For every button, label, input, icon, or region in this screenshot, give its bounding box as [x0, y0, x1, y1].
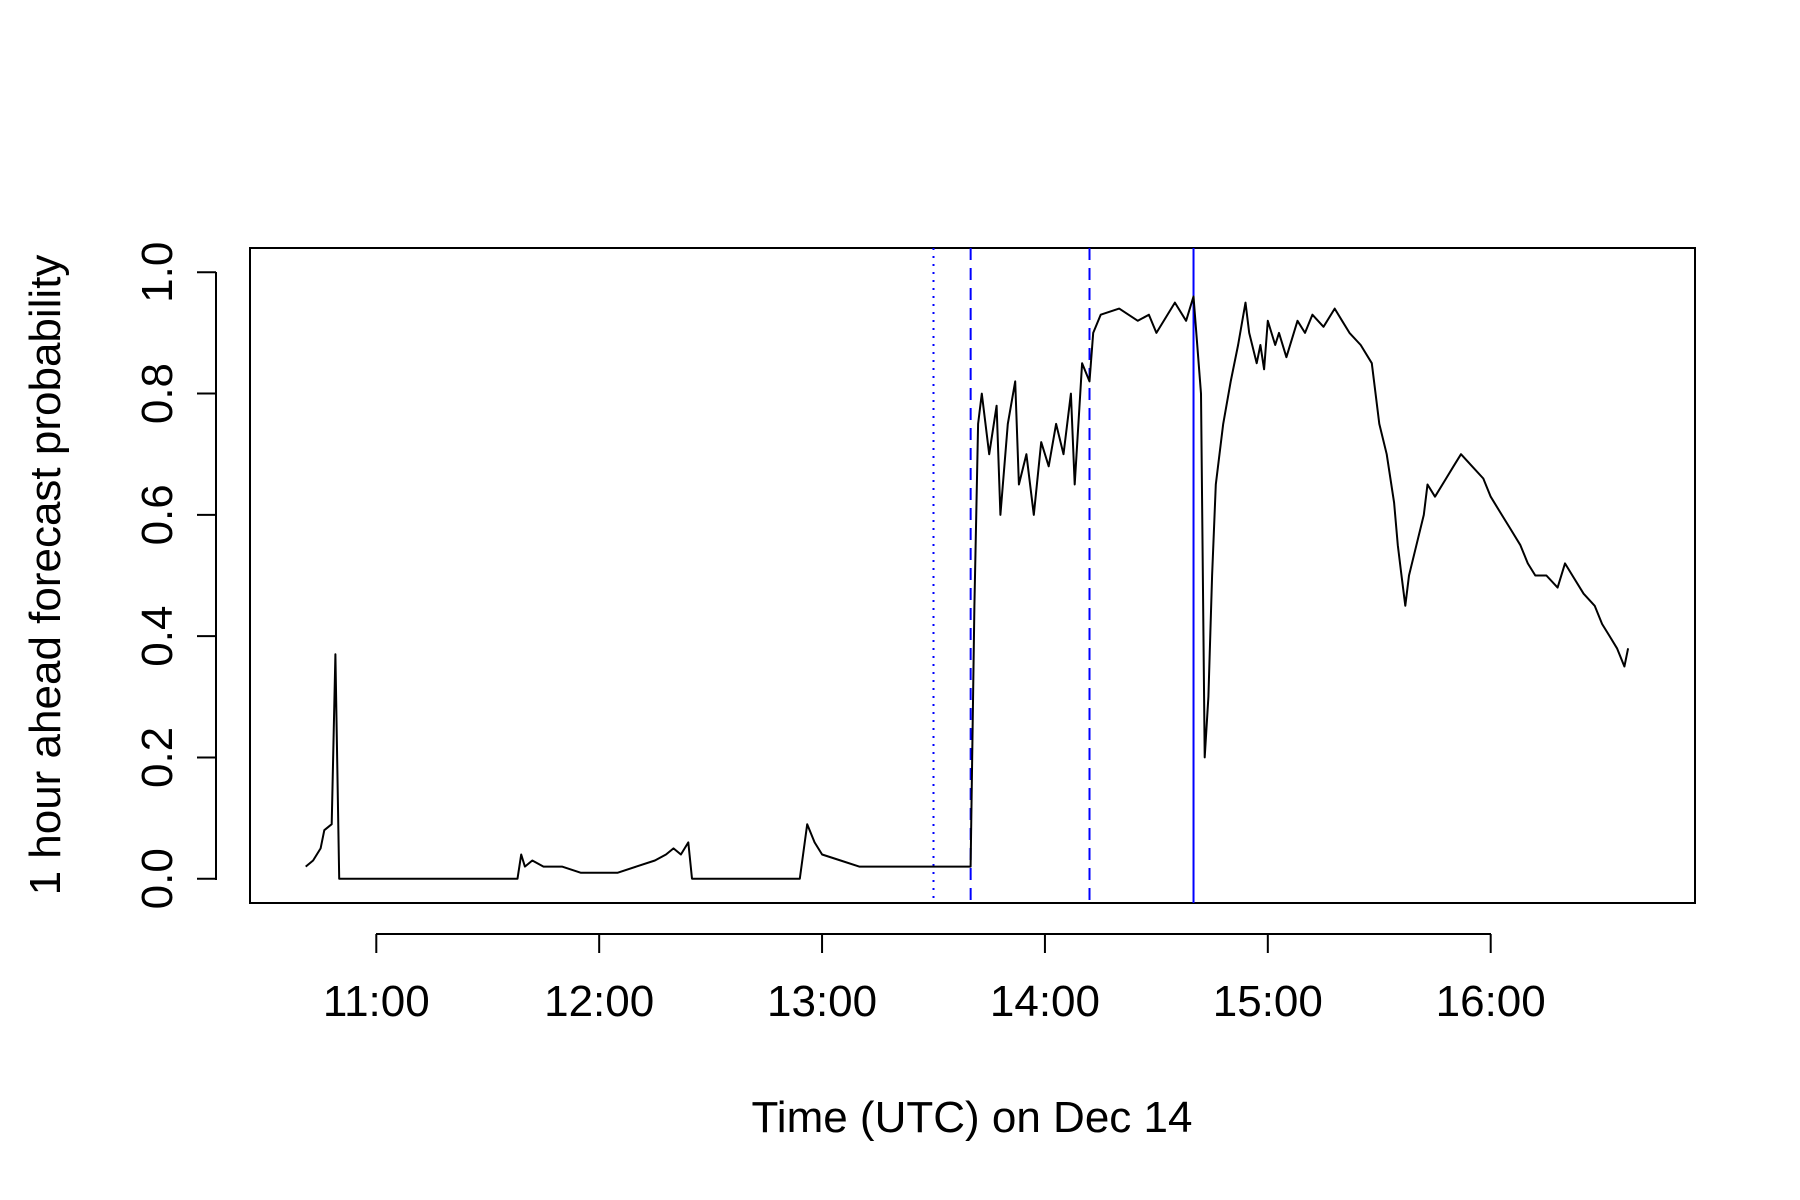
x-axis-label: Time (UTC) on Dec 14 [752, 1093, 1193, 1142]
y-axis-label: 1 hour ahead forecast probability [21, 255, 70, 896]
event-lines [932, 248, 1195, 903]
x-tick-label-15-00: 15:00 [1213, 977, 1323, 1026]
plot-frame [249, 247, 1696, 904]
y-tick-label-1-0: 1.0 [133, 242, 182, 303]
series-line [305, 295, 1630, 880]
x-tick-label-16-00: 16:00 [1436, 977, 1546, 1026]
x-tick-label-11-00: 11:00 [323, 977, 430, 1026]
y-tick-label-0-6: 0.6 [133, 484, 182, 545]
x-tick-label-14-00: 14:00 [990, 977, 1100, 1026]
y-tick-label-0-0: 0.0 [133, 848, 182, 909]
x-tick-label-12-00: 12:00 [544, 977, 654, 1026]
y-axis-ticks: 0.0 0.2 0.4 0.6 0.8 1.0 [133, 242, 216, 909]
y-tick-label-0-2: 0.2 [133, 727, 182, 788]
x-axis-ticks: 11:00 12:00 13:00 14:00 15:00 16:00 [323, 934, 1546, 1026]
y-tick-label-0-4: 0.4 [133, 606, 182, 667]
y-tick-label-0-8: 0.8 [133, 363, 182, 424]
x-tick-label-13-00: 13:00 [767, 977, 877, 1026]
